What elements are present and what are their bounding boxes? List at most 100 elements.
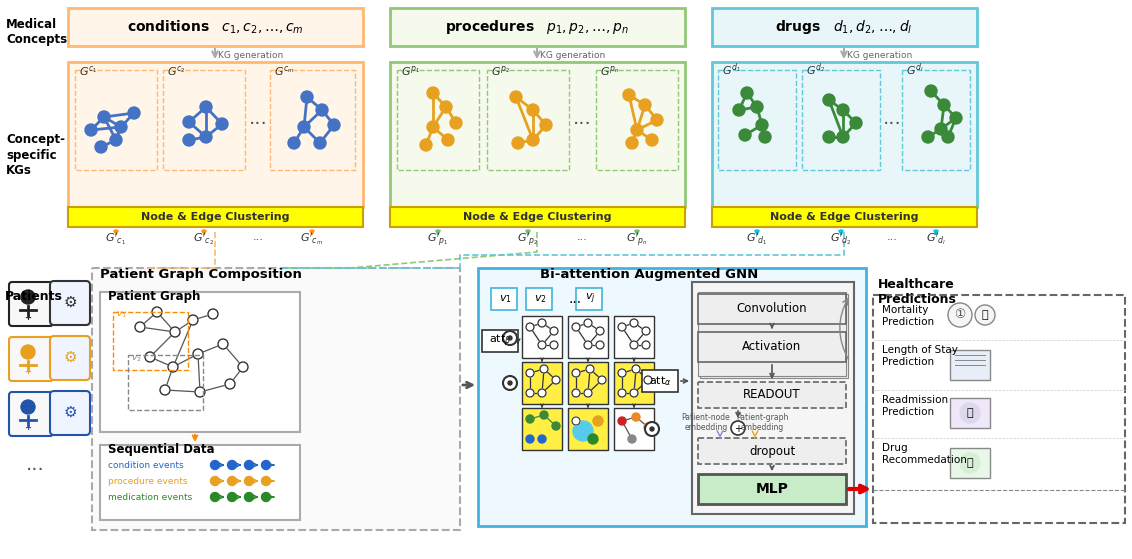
Text: $G^{\prime}{}_{p_2}$: $G^{\prime}{}_{p_2}$ [517,232,539,249]
Circle shape [538,319,546,327]
Text: $G^{d_l}$: $G^{d_l}$ [906,62,924,78]
Circle shape [572,369,580,377]
Bar [698,292,846,376]
Text: $G^{p_2}$: $G^{p_2}$ [491,64,511,78]
Text: $G^{c_m}$: $G^{c_m}$ [274,64,294,78]
Circle shape [192,349,203,359]
Bar [902,70,970,170]
Bar [692,282,854,514]
Circle shape [552,376,560,384]
Circle shape [145,352,155,362]
Bar [576,288,602,310]
Circle shape [950,112,962,124]
FancyBboxPatch shape [9,337,53,381]
Bar [950,350,990,380]
Circle shape [597,327,604,335]
Text: ⚙: ⚙ [63,349,77,364]
Circle shape [183,134,195,146]
Circle shape [225,379,235,389]
Circle shape [823,94,835,106]
Bar [698,474,846,504]
Circle shape [85,124,97,136]
Circle shape [441,134,454,146]
Circle shape [168,362,178,372]
Circle shape [508,336,512,340]
Circle shape [646,134,658,146]
Bar [92,268,460,530]
Text: $\mathbf{conditions}$   $c_1, c_2, \ldots, c_m$: $\mathbf{conditions}$ $c_1, c_2, \ldots,… [127,18,303,36]
Text: ①: ① [954,309,966,321]
Text: condition events: condition events [108,462,183,471]
FancyBboxPatch shape [50,391,91,435]
Circle shape [526,435,534,443]
Circle shape [95,141,108,153]
Circle shape [540,119,552,131]
Circle shape [301,91,314,103]
Bar [614,362,654,404]
Circle shape [110,134,122,146]
Circle shape [650,427,654,431]
Circle shape [238,362,248,372]
Bar [698,332,846,362]
Text: +: + [734,424,741,433]
Circle shape [938,99,950,111]
Text: ...: ... [249,108,267,127]
Circle shape [503,376,517,390]
Text: ⚙: ⚙ [63,405,77,419]
Circle shape [216,118,228,130]
Bar [391,8,685,46]
Text: $v_2$: $v_2$ [131,353,142,363]
Circle shape [511,91,522,103]
Circle shape [597,341,604,349]
Circle shape [503,331,517,345]
Text: ...: ... [886,232,898,242]
Bar [391,207,685,227]
Circle shape [218,339,228,349]
Circle shape [850,117,861,129]
Circle shape [618,389,626,397]
Text: $G^{\prime}{}_{c_2}$: $G^{\prime}{}_{c_2}$ [194,232,215,248]
Circle shape [245,461,254,470]
Circle shape [731,421,745,435]
Text: ...: ... [883,108,901,127]
Text: $G^{p_1}$: $G^{p_1}$ [401,64,420,78]
Text: ⚙: ⚙ [63,295,77,310]
Text: Convolution: Convolution [737,302,807,315]
Circle shape [451,117,462,129]
Text: +: + [25,423,32,432]
Text: $G^{\prime}{}_{c_1}$: $G^{\prime}{}_{c_1}$ [105,232,127,248]
Bar [614,316,654,358]
Circle shape [631,389,638,397]
Circle shape [823,131,835,143]
Circle shape [586,365,594,373]
Bar [478,268,866,526]
Circle shape [526,389,534,397]
Text: $\mathbf{procedures}$   $p_1, p_2, \ldots, p_n$: $\mathbf{procedures}$ $p_1, p_2, \ldots,… [445,18,629,36]
Text: Mortality
Prediction: Mortality Prediction [882,305,934,326]
Circle shape [584,319,592,327]
Circle shape [584,341,592,349]
Circle shape [152,307,162,317]
Circle shape [261,461,271,470]
Circle shape [316,104,328,116]
Text: ...: ... [26,455,44,474]
Bar [801,70,880,170]
Circle shape [440,101,452,113]
Bar [698,294,846,324]
Circle shape [756,119,767,131]
Bar [522,408,561,450]
Text: 🏥: 🏥 [981,310,988,320]
Circle shape [540,365,548,373]
Circle shape [618,323,626,331]
Circle shape [328,119,340,131]
Text: Drug
Recommedation: Drug Recommedation [882,443,967,465]
Bar [163,70,245,170]
Bar [397,70,479,170]
Circle shape [642,327,650,335]
Bar [873,295,1125,523]
Bar [712,8,977,46]
Text: Patients: Patients [5,290,63,303]
Bar [597,70,678,170]
Text: $G^{\prime}{}_{d_1}$: $G^{\prime}{}_{d_1}$ [746,232,767,248]
FancyBboxPatch shape [9,282,53,326]
